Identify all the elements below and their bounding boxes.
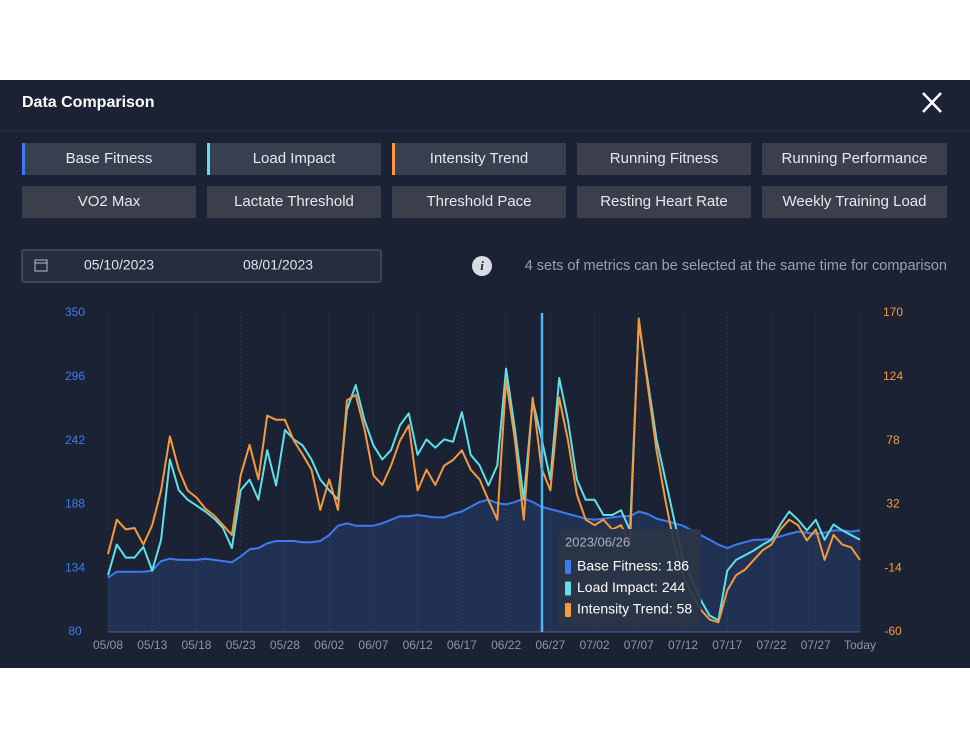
x-tick-label: 07/12 [668, 638, 698, 652]
button-bg [762, 143, 947, 175]
button-selected-bar [207, 143, 210, 175]
hint-text: 4 sets of metrics can be selected at the… [525, 258, 947, 274]
metric-button[interactable]: VO2 Max [22, 186, 196, 218]
button-selected-bar [392, 143, 395, 175]
metric-button[interactable]: Lactate Threshold [207, 186, 381, 218]
x-tick-label: 05/13 [137, 638, 167, 652]
modal-title: Data Comparison [22, 94, 154, 111]
end-date: 08/01/2023 [243, 257, 313, 273]
y-tick-label: 242 [65, 433, 85, 447]
metric-button[interactable]: Resting Heart Rate [577, 186, 751, 218]
y2-tick-label: 170 [883, 305, 903, 319]
x-tick-label: 06/12 [403, 638, 433, 652]
x-tick-label: 06/22 [491, 638, 521, 652]
series-line [107, 497, 861, 579]
y2-tick-label: 124 [883, 369, 903, 383]
x-tick-label: 05/18 [181, 638, 211, 652]
button-label: Lactate Threshold [234, 193, 354, 210]
y2-tick-label: 78 [886, 433, 900, 447]
y2-tick-label: 32 [886, 497, 900, 511]
button-selected-bar [22, 143, 25, 175]
date-picker[interactable]: 05/10/2023 08/01/2023 [21, 249, 382, 283]
button-label: VO2 Max [78, 193, 141, 210]
x-tick-label: 06/27 [535, 638, 565, 652]
button-bg [392, 143, 566, 175]
x-tick-label: 07/02 [580, 638, 610, 652]
tooltip-title: 2023/06/26 [565, 534, 630, 549]
button-label: Intensity Trend [430, 150, 528, 167]
y-tick-label: 296 [65, 369, 85, 383]
button-label: Running Performance [782, 150, 928, 167]
button-label: Base Fitness [66, 150, 153, 167]
x-tick-label: 06/02 [314, 638, 344, 652]
metric-button[interactable]: Running Performance [762, 143, 947, 175]
y2-tick-label: -14 [884, 560, 902, 574]
x-tick-label: 05/28 [270, 638, 300, 652]
metric-button[interactable]: Running Fitness [577, 143, 751, 175]
tooltip-marker [565, 560, 571, 574]
info-icon-glyph: i [480, 258, 484, 273]
tooltip-item: Intensity Trend: 58 [577, 601, 692, 617]
close-button[interactable] [922, 92, 942, 113]
x-tick-label: Today [844, 638, 876, 652]
x-tick-label: 07/17 [712, 638, 742, 652]
tooltip-marker [565, 581, 571, 596]
y2-tick-label: -60 [884, 624, 902, 638]
x-tick-label: 07/07 [624, 638, 654, 652]
button-label: Threshold Pace [426, 193, 531, 210]
x-tick-label: 06/17 [447, 638, 477, 652]
y-tick-label: 134 [65, 560, 85, 574]
metric-button[interactable]: Base Fitness [22, 143, 196, 175]
modal [0, 80, 970, 668]
x-tick-label: 07/27 [801, 638, 831, 652]
tooltip-bg [558, 529, 701, 628]
tooltip-item: Load Impact: 244 [577, 579, 685, 595]
series-line [107, 317, 861, 624]
metric-button[interactable]: Load Impact [207, 143, 381, 175]
button-bg [392, 186, 566, 218]
x-tick-label: 05/08 [93, 638, 123, 652]
info-icon [472, 256, 492, 276]
button-bg [577, 143, 751, 175]
button-label: Load Impact [253, 150, 336, 167]
y-tick-label: 350 [65, 305, 85, 319]
metric-button[interactable]: Intensity Trend [392, 143, 566, 175]
x-tick-label: 05/23 [226, 638, 256, 652]
y-tick-label: 188 [65, 497, 85, 511]
button-bg [577, 186, 751, 218]
button-bg [207, 143, 381, 175]
tooltip: 2023/06/26 Base Fitness: 186 Load Impact: … [558, 529, 701, 628]
button-bg [207, 186, 381, 218]
button-bg [762, 186, 947, 218]
button-label: Weekly Training Load [783, 193, 927, 210]
metric-button[interactable]: Threshold Pace [392, 186, 566, 218]
y-tick-label: 80 [68, 624, 82, 638]
button-label: Running Fitness [610, 150, 718, 167]
tooltip-marker [565, 603, 571, 617]
x-tick-label: 07/22 [757, 638, 787, 652]
button-bg [22, 186, 196, 218]
button-bg [22, 143, 196, 175]
series-line [107, 321, 861, 622]
metric-button[interactable]: Weekly Training Load [762, 186, 947, 218]
tooltip-item: Base Fitness: 186 [577, 558, 689, 574]
button-label: Resting Heart Rate [600, 193, 728, 210]
x-tick-label: 06/07 [358, 638, 388, 652]
start-date: 05/10/2023 [84, 257, 154, 273]
